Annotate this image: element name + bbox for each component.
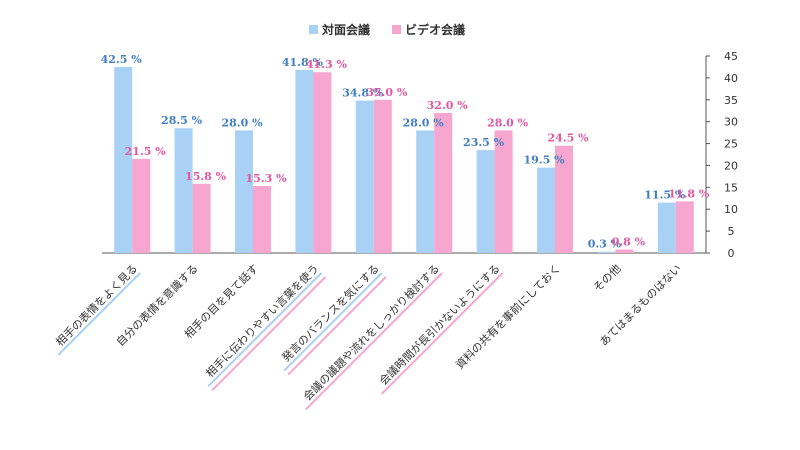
underline-series2 [305, 272, 443, 411]
bar-series1 [537, 167, 555, 253]
y-tick-label: 35 [724, 94, 738, 107]
bar-series2 [675, 201, 694, 253]
y-tick-label: 10 [724, 203, 738, 216]
bar-series1 [597, 251, 616, 253]
bar-series2 [192, 183, 211, 253]
bar-series1 [355, 100, 374, 253]
bar-series1 [657, 202, 676, 253]
y-tick-label: 40 [724, 72, 738, 85]
bars-group [114, 66, 694, 254]
legend-label-series1: 対面会議 [321, 22, 370, 37]
bar-series2 [132, 158, 151, 253]
legend-swatch-series2 [392, 25, 401, 34]
bar-series1 [114, 66, 133, 253]
data-label-series2: 21.5 % [125, 145, 167, 158]
highlight-underlines [57, 272, 504, 411]
legend-swatch-series1 [309, 25, 318, 34]
data-label-series2: 41.3 % [306, 58, 348, 71]
category-label: 相手に伝わりやすい言葉を使う [203, 261, 322, 380]
category-labels: 相手の表情をよく見る自分の表情を意識する相手の目を見て話す相手に伝わりやすい言葉… [53, 261, 684, 403]
underline-series1 [57, 272, 141, 356]
data-label-series1: 41.8 % [282, 56, 324, 69]
data-label-series1: 28.5 % [161, 114, 203, 127]
bar-series1 [476, 150, 495, 253]
bar-series2 [615, 249, 634, 253]
data-label-series1: 23.5 % [463, 136, 505, 149]
category-label: 資料の共有を事前にしておく [453, 261, 564, 372]
underline-series2 [287, 276, 387, 376]
data-label-series2: 15.3 % [245, 172, 287, 185]
category-label: その他 [591, 262, 624, 295]
bar-series1 [295, 70, 314, 254]
bar-series1 [174, 128, 193, 253]
data-label-series1: 0.3 % [588, 238, 622, 251]
bar-series2 [253, 186, 271, 253]
y-tick-label: 20 [724, 159, 738, 172]
data-label-series1: 28.0 % [403, 116, 445, 129]
bar-series2 [313, 72, 332, 253]
underline-series2 [380, 272, 504, 395]
bar-series2 [494, 130, 513, 253]
chart-legend: 対面会議 ビデオ会議 [309, 22, 465, 37]
bar-series2 [555, 145, 573, 253]
data-labels-group: 42.5 % 21.5 % 28.5 % 15.8 % 28.0 % 15.3 % 41.8… [101, 53, 710, 251]
bar-series2 [373, 99, 392, 254]
category-label: 会議時間が長引かないようにする [376, 261, 502, 387]
y-tick-label: 30 [724, 116, 738, 129]
data-label-series2: 24.5 % [547, 132, 589, 145]
data-label-series1: 28.0 % [221, 116, 263, 129]
bar-series2 [434, 112, 453, 254]
data-label-series1: 19.5 % [523, 154, 565, 167]
underline-series1 [283, 272, 383, 372]
data-label-series2: 28.0 % [487, 116, 529, 129]
y-tick-label: 15 [724, 181, 738, 194]
legend-label-series2: ビデオ会議 [405, 22, 465, 37]
data-label-series1: 11.5 % [644, 189, 686, 202]
bar-series1 [235, 130, 253, 253]
y-tick-label: 45 [724, 50, 738, 63]
data-label-series2: 15.8 % [185, 170, 227, 183]
data-label-series2: 35.0 % [366, 86, 408, 99]
y-tick-label: 5 [728, 225, 735, 238]
data-label-series1: 34.8 % [342, 87, 384, 100]
data-label-series2: 0.8 % [612, 235, 646, 248]
data-label-series1: 42.5 % [101, 53, 143, 66]
y-tick-label: 0 [728, 247, 735, 260]
y-tick-label: 25 [724, 138, 738, 151]
data-label-series2: 11.8 % [668, 187, 710, 200]
underline-series1 [207, 272, 323, 387]
underline-series2 [211, 276, 327, 391]
bar-series1 [416, 130, 435, 253]
data-label-series2: 32.0 % [427, 99, 469, 112]
